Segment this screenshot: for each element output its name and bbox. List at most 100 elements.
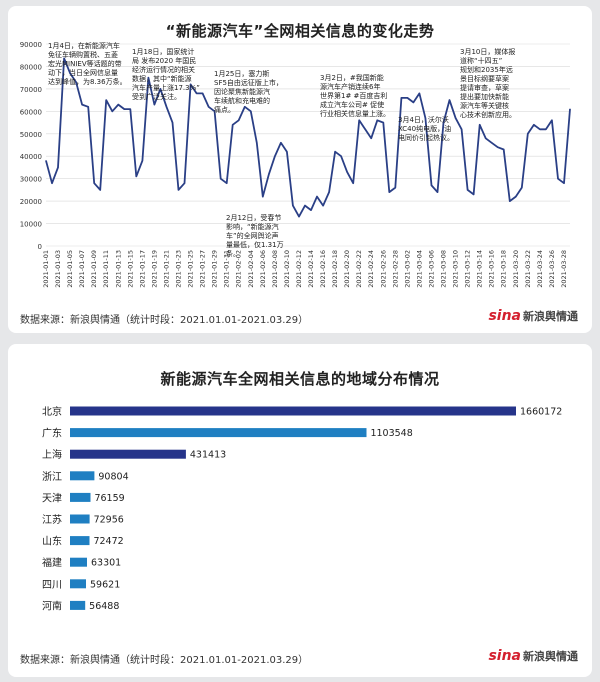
data-point [334,151,336,153]
bar-category-label: 河南 [42,599,62,612]
data-point [177,189,180,191]
y-tick-label: 40000 [20,153,42,161]
data-point [406,97,408,99]
data-point [485,137,487,139]
bar-value-label: 90804 [98,471,128,482]
bar-category-label: 山东 [42,535,62,548]
brand-name: 新浪舆情通 [523,650,578,663]
data-point [358,119,360,121]
bar-category-label: 浙江 [42,471,62,483]
data-point [430,184,433,186]
data-point [111,110,113,112]
data-point [460,128,463,130]
bar-value-label: 59621 [90,579,120,590]
data-point [93,182,95,184]
bar-value-label: 63301 [91,558,121,569]
bar-category-label: 上海 [42,448,62,461]
data-point [454,117,457,119]
data-point [292,205,294,207]
bar-value-label: 1660172 [520,407,562,418]
region-chart-title: 新能源汽车全网相关信息的地域分布情况 [160,370,440,388]
bar-value-label: 431413 [190,450,226,461]
x-tick-label: 2021-02-22 [355,250,363,288]
data-point [479,124,481,126]
data-point [226,182,228,184]
data-point [183,182,186,184]
data-point [208,106,210,108]
data-point [214,110,216,112]
x-tick-label: 2021-03-24 [536,250,544,288]
data-point [364,128,366,130]
data-point [328,191,330,193]
data-point [382,121,384,124]
annotation-mar2: 3月2日，#我国新能 源汽车产销连续6年 世界第1# #百度吉利 成立汽车公司#… [320,74,390,118]
data-point [129,108,131,110]
data-point [250,110,252,112]
data-point [473,193,475,195]
data-point [503,148,505,151]
x-tick-label: 2021-03-28 [560,250,568,288]
trend-panel: “新能源汽车”全网相关信息的变化走势 0 10000 20000 30000 40000… [8,6,592,333]
data-point [370,137,372,139]
region-brand-logo: sina 新浪舆情通 [488,648,578,664]
data-point [346,171,348,173]
x-tick-label: 2021-01-21 [162,250,170,288]
bar [70,579,86,589]
data-point [569,108,571,110]
trend-line-chart: 0 10000 20000 30000 40000 50000 60000 70000 8000… [20,41,571,288]
y-tick-label: 50000 [20,131,42,139]
trend-chart-title: “新能源汽车”全网相关信息的变化走势 [165,22,435,40]
data-point [153,104,156,106]
x-tick-label: 2021-02-18 [331,250,339,288]
data-point [63,57,65,59]
data-point [117,104,119,106]
data-point [394,187,396,189]
data-point [105,99,107,101]
data-point [388,191,390,193]
x-tick-label: 2021-01-01 [42,250,50,288]
data-point [69,72,71,74]
annotation-jan18: 1月18日，国家统计 局 发布2020 年国民 经济运行情况的相关 数据，其中“… [132,48,200,101]
bar-category-label: 四川 [42,580,62,591]
annotation-mar10: 3月10日，媒体报 道称“十四五” 规划和2035年远 景目标纲要草案 提请审查… [460,48,516,119]
bar [70,492,91,502]
data-point [467,189,469,191]
data-point [418,92,421,94]
data-point [57,166,59,169]
data-point [298,215,300,218]
data-point [376,119,378,121]
bar [70,428,367,438]
bar [70,471,95,481]
data-point [515,196,517,198]
bar-category-label: 北京 [42,405,62,418]
x-tick-label: 2021-01-05 [66,250,74,288]
data-point [491,142,493,144]
region-panel: 新能源汽车全网相关信息的地域分布情况 北京 1660172 广东 1103548 上海 4… [8,344,592,677]
data-point [141,160,143,162]
x-tick-label: 2021-03-16 [488,250,496,288]
data-point [286,151,288,153]
data-point [497,146,499,148]
x-tick-label: 2021-03-18 [500,250,508,288]
data-point [189,83,192,85]
x-tick-label: 2021-03-14 [476,250,484,288]
data-point [244,106,246,108]
sina-logo-icon: sina [488,308,521,324]
x-tick-label: 2021-02-28 [391,250,399,288]
annotation-jan25: 1月25日，塞力斯 SF5自由远征版上市， 因论聚焦新能源汽 车续航和充电难的 … [214,70,283,114]
data-point [238,119,240,121]
data-point [533,124,535,126]
data-point [442,121,445,124]
annotation-mar4: 3月4日，沃尔沃 XC40纯电版，油 电同价引起热议。 [398,116,454,142]
x-tick-label: 2021-02-02 [235,250,243,288]
x-tick-label: 2021-01-19 [150,250,158,288]
data-point [256,142,258,144]
series-line [45,57,571,218]
bar [70,449,186,459]
data-point [280,142,282,144]
x-tick-label: 2021-02-10 [283,250,291,288]
data-point [352,182,354,184]
bar [70,536,90,546]
x-tick-label: 2021-02-20 [343,250,351,288]
data-point [75,81,77,83]
